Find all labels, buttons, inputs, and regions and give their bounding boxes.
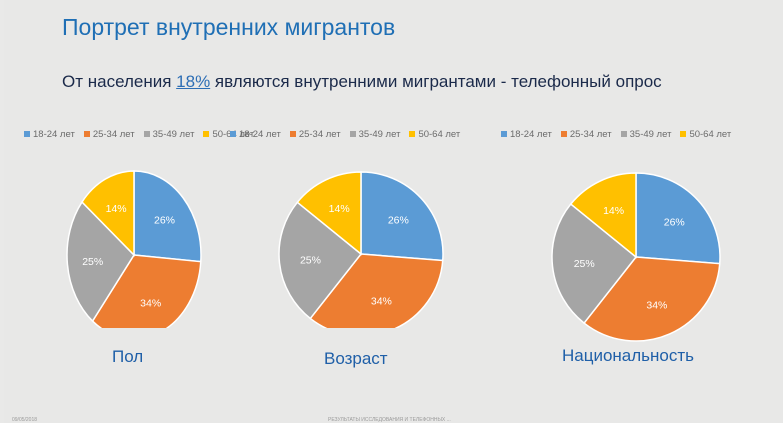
slide-title: Портрет внутренних мигрантов [62, 14, 396, 40]
legend-item: 25-34 лет [560, 128, 612, 140]
legend-label: 35-49 лет [358, 128, 401, 140]
legend-label: 25-34 лет [92, 128, 135, 140]
legend-swatch [620, 131, 627, 137]
legend-item: 18-24 лет [24, 129, 75, 140]
legend-swatch [83, 131, 90, 137]
pie-chart-gender: 26% 34% 25% 14% [66, 170, 202, 328]
legend-item: 50-64 лет [680, 129, 731, 140]
pie-data-label: 34% [371, 296, 392, 308]
pie-slice-4 [569, 172, 637, 259]
legend-item: 50-64 лет [409, 129, 460, 140]
legend-item: 18-24 лет [230, 129, 281, 140]
footer-center-text: РЕЗУЛЬТАТЫ ИССЛЕДОВАНИЯ И ТЕЛЕФОННЫХ ... [328, 417, 451, 423]
slide: Портрет внутренних мигрантов От населени… [4, 0, 783, 423]
pie-slice-3 [278, 201, 363, 320]
subtitle-text-before: От населения [62, 72, 177, 91]
legend-swatch [289, 131, 296, 137]
legend-item: 35-49 лет [143, 128, 195, 140]
footer-date: 09/05/2018 [12, 417, 38, 423]
pie-data-label: 34% [140, 298, 161, 310]
legend-label: 18-24 лет [239, 128, 281, 140]
legend-label: 25-34 лет [298, 128, 341, 140]
pie-slice-2 [583, 256, 721, 342]
slide-subtitle: От населения 18% являются внутренними ми… [62, 72, 662, 92]
pie-data-label: 25% [300, 255, 321, 267]
legend-3: 18-24 лет 25-34 лет 35-49 лет 50-64 лет [501, 126, 740, 142]
pie-chart-age: 26% 34% 25% 14% [278, 171, 444, 328]
subtitle-highlight-link[interactable]: 18% [176, 72, 211, 91]
legend-swatch [24, 131, 30, 137]
pie-data-label: 25% [574, 258, 595, 270]
legend-swatch [680, 131, 687, 137]
legend-swatch [501, 131, 507, 137]
legend-label: 25-34 лет [569, 128, 612, 140]
legend-swatch [203, 131, 210, 137]
pie-data-label: 14% [106, 203, 127, 215]
legend-swatch [143, 131, 150, 137]
legend-item: 25-34 лет [83, 128, 135, 140]
legend-item: 25-34 лет [289, 128, 341, 140]
pie-slice-4 [296, 171, 362, 256]
pie-slice-1 [360, 171, 444, 262]
legend-2: 18-24 лет 25-34 лет 35-49 лет 50-64 лет [230, 126, 469, 142]
legend-item: 35-49 лет [620, 128, 672, 140]
pie-data-label: 26% [154, 215, 175, 227]
pie-data-label: 25% [82, 256, 103, 268]
pie-slice-3 [66, 200, 135, 323]
pie-slice-3 [551, 202, 638, 325]
legend-swatch [560, 131, 567, 137]
pie-data-label: 34% [646, 300, 667, 312]
legend-swatch [409, 131, 416, 137]
legend-label: 18-24 лет [33, 128, 75, 140]
legend-item: 35-49 лет [349, 128, 401, 140]
pie-data-label: 26% [388, 215, 409, 227]
pie-slice-2 [309, 253, 444, 328]
legend-label: 35-49 лет [152, 128, 195, 140]
chart-caption-gender: Пол [112, 347, 144, 366]
legend-swatch [349, 131, 356, 137]
legend-swatch [230, 131, 236, 137]
pie-data-label: 14% [603, 205, 624, 217]
pie-data-label: 26% [664, 217, 685, 229]
legend-item: 18-24 лет [501, 129, 552, 140]
subtitle-text-after: являются внутренними мигрантами - телефо… [210, 72, 662, 91]
legend-label: 50-64 лет [689, 128, 732, 140]
legend-label: 35-49 лет [629, 128, 672, 140]
pie-slice-1 [635, 172, 721, 265]
pie-slice-1 [133, 170, 202, 263]
legend-label: 50-64 лет [418, 128, 461, 140]
chart-caption-age: Возраст [324, 349, 388, 368]
pie-data-label: 14% [329, 203, 350, 215]
pie-chart-nationality: 26% 34% 25% 14% [551, 172, 721, 342]
legend-label: 18-24 лет [510, 128, 552, 140]
chart-caption-nationality: Национальность [562, 346, 695, 365]
pie-slice-2 [91, 254, 202, 328]
pie-slice-4 [81, 170, 135, 257]
